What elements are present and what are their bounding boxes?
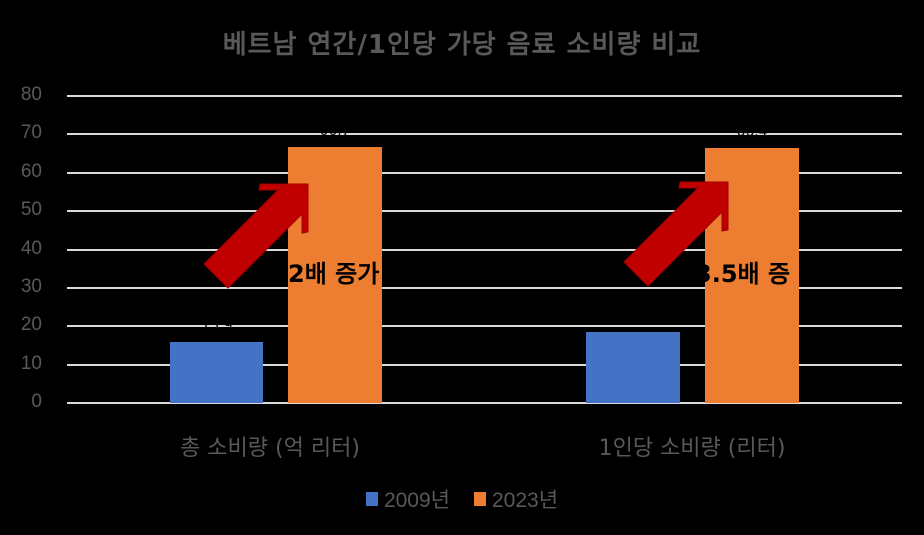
legend-swatch-icon (365, 492, 378, 506)
gridline (67, 133, 902, 135)
y-tick-label: 20 (20, 314, 42, 335)
legend-label: 2009년 (383, 489, 450, 512)
data-label: 18.5 (617, 308, 649, 324)
chart-title: 베트남 연간/1인당 가당 음료 소비량 비교 (222, 30, 702, 60)
y-tick-label: 30 (20, 276, 42, 297)
growth-annotation: 2배 증가 (288, 260, 380, 288)
legend-swatch-icon (474, 492, 486, 506)
x-category-label: 1인당 소비량 (리터) (598, 436, 786, 461)
bar-2009-total[interactable] (170, 342, 263, 403)
gridline (67, 172, 902, 174)
y-tick-label: 50 (20, 199, 42, 220)
gridline (67, 364, 902, 366)
up-right-arrow-icon (623, 181, 729, 287)
y-tick-label: 10 (20, 353, 42, 374)
legend-item-2023[interactable]: 2023년 (474, 484, 558, 514)
plot-area (67, 95, 902, 404)
y-tick-label: 60 (20, 161, 42, 182)
gridline (67, 287, 902, 289)
data-label: 66.7 (319, 123, 351, 139)
data-label: 66.4 (736, 124, 768, 140)
gridline (67, 210, 902, 212)
growth-annotation: 3.5배 증 (705, 260, 791, 288)
y-tick-label: 0 (31, 391, 42, 412)
gridline (67, 402, 902, 404)
gridline (67, 95, 902, 97)
y-tick-label: 80 (20, 84, 42, 105)
gridline (67, 249, 902, 251)
x-category-label: 총 소비량 (억 리터) (180, 436, 360, 461)
annotation-clip: 2배 증가 (288, 250, 382, 290)
up-right-arrow-icon (203, 183, 309, 289)
legend: 2009년 2023년 (0, 484, 924, 514)
legend-label: 2023년 (492, 489, 559, 512)
bar-2009-per-capita[interactable] (586, 332, 680, 403)
legend-item-2009[interactable]: 2009년 (365, 484, 450, 514)
y-tick-label: 70 (20, 122, 42, 143)
gridline (67, 325, 902, 327)
annotation-clip: 3.5배 증 (705, 250, 799, 290)
data-label: 15.9 (201, 318, 233, 334)
y-tick-label: 40 (20, 238, 42, 259)
